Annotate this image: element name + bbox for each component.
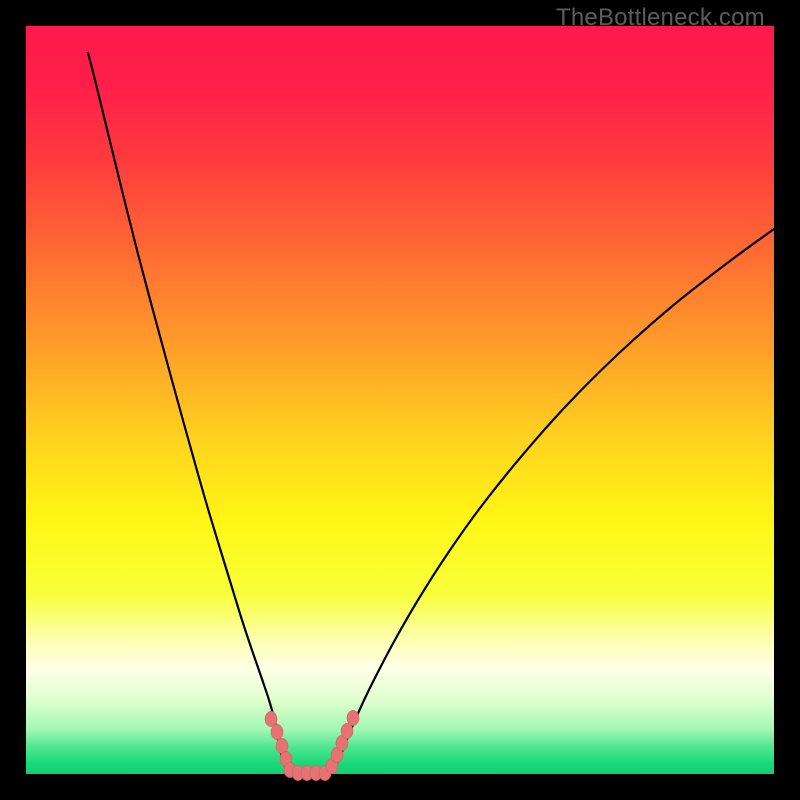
valley-marker [271, 724, 283, 739]
watermark-text: TheBottleneck.com [556, 4, 765, 32]
chart-canvas [0, 0, 800, 800]
valley-marker [265, 711, 277, 726]
chart-frame: TheBottleneck.com [0, 0, 800, 800]
plot-background [26, 26, 774, 774]
valley-marker [341, 723, 353, 738]
valley-marker [347, 710, 359, 725]
